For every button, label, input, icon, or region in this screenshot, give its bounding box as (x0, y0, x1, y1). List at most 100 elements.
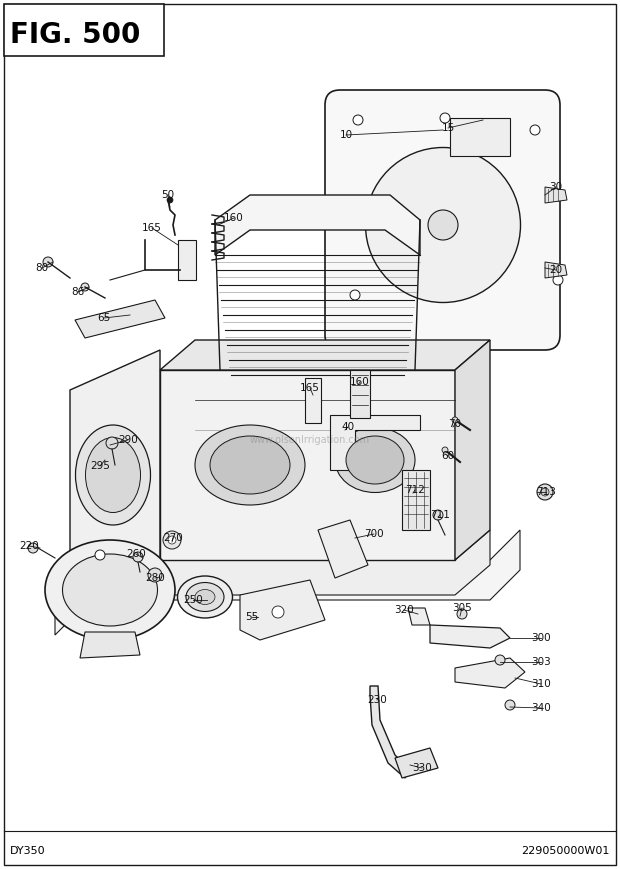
Ellipse shape (86, 437, 141, 513)
Circle shape (452, 417, 458, 423)
Polygon shape (70, 350, 160, 590)
Ellipse shape (45, 540, 175, 640)
Circle shape (43, 257, 53, 267)
Circle shape (505, 700, 515, 710)
Polygon shape (455, 340, 490, 560)
Circle shape (537, 484, 553, 500)
Ellipse shape (63, 554, 157, 626)
Text: 310: 310 (531, 679, 551, 689)
Text: 330: 330 (412, 763, 432, 773)
Text: 712: 712 (405, 485, 425, 495)
Ellipse shape (346, 436, 404, 484)
Ellipse shape (195, 589, 215, 605)
Text: 320: 320 (394, 605, 414, 615)
Text: 303: 303 (531, 657, 551, 667)
Text: DY350: DY350 (10, 846, 46, 856)
Text: 230: 230 (367, 695, 387, 705)
Circle shape (553, 275, 563, 285)
Text: FIG. 500: FIG. 500 (10, 21, 140, 49)
Ellipse shape (76, 425, 151, 525)
Circle shape (350, 290, 360, 300)
Text: 86: 86 (71, 287, 84, 297)
Bar (450, 118, 510, 156)
Text: 305: 305 (452, 603, 472, 613)
Circle shape (495, 655, 505, 665)
Circle shape (163, 531, 181, 549)
Circle shape (81, 283, 89, 291)
Text: 20: 20 (549, 265, 562, 275)
Polygon shape (80, 632, 140, 658)
Bar (178, 240, 196, 280)
Polygon shape (545, 262, 567, 278)
Text: 295: 295 (90, 461, 110, 471)
Circle shape (457, 609, 467, 619)
Circle shape (28, 543, 38, 553)
Polygon shape (160, 340, 490, 370)
Polygon shape (395, 748, 438, 778)
Bar (305, 378, 321, 423)
Text: 250: 250 (183, 595, 203, 605)
Ellipse shape (210, 436, 290, 494)
Text: 300: 300 (531, 633, 551, 643)
Polygon shape (55, 530, 520, 635)
Text: 340: 340 (531, 703, 551, 713)
Text: 713: 713 (536, 487, 556, 497)
Polygon shape (408, 608, 430, 625)
Circle shape (530, 125, 540, 135)
Ellipse shape (335, 428, 415, 493)
Text: 165: 165 (300, 383, 320, 393)
Bar (402, 470, 430, 530)
Text: 55: 55 (246, 612, 259, 622)
Polygon shape (75, 300, 165, 338)
Circle shape (353, 115, 363, 125)
Polygon shape (90, 530, 490, 595)
Text: 220: 220 (19, 541, 39, 551)
Circle shape (428, 210, 458, 240)
Bar (4, 4, 164, 56)
Text: 270: 270 (163, 533, 183, 543)
Circle shape (148, 568, 162, 582)
Text: 50: 50 (161, 190, 175, 200)
Text: 229050000W01: 229050000W01 (521, 846, 610, 856)
Ellipse shape (195, 425, 305, 505)
Text: 160: 160 (350, 377, 370, 387)
Polygon shape (455, 658, 525, 688)
Text: www.olsonIrrigation.com: www.olsonIrrigation.com (250, 435, 370, 445)
Polygon shape (215, 195, 420, 255)
Ellipse shape (186, 582, 224, 612)
Polygon shape (318, 520, 368, 578)
FancyBboxPatch shape (325, 90, 560, 350)
Text: 280: 280 (145, 573, 165, 583)
Circle shape (442, 447, 448, 453)
Polygon shape (160, 370, 455, 560)
Circle shape (167, 197, 173, 203)
Text: 290: 290 (118, 435, 138, 445)
Circle shape (272, 606, 284, 618)
Circle shape (440, 113, 450, 123)
Polygon shape (330, 415, 420, 470)
Text: 40: 40 (342, 422, 355, 432)
Text: 65: 65 (97, 313, 110, 323)
Text: 15: 15 (441, 123, 454, 133)
Circle shape (106, 437, 118, 449)
Text: 30: 30 (549, 182, 562, 192)
Polygon shape (240, 580, 325, 640)
Ellipse shape (366, 148, 521, 302)
Text: 711: 711 (430, 510, 450, 520)
Circle shape (168, 536, 176, 544)
Text: 10: 10 (339, 130, 353, 140)
Text: 70: 70 (448, 419, 461, 429)
Bar (350, 370, 370, 418)
Text: 260: 260 (126, 549, 146, 559)
Text: 160: 160 (224, 213, 244, 223)
Polygon shape (430, 625, 510, 648)
Ellipse shape (177, 576, 232, 618)
Circle shape (433, 510, 443, 520)
Circle shape (133, 552, 143, 562)
Circle shape (95, 550, 105, 560)
Polygon shape (370, 686, 410, 778)
Text: 60: 60 (441, 451, 454, 461)
Text: 80: 80 (35, 263, 48, 273)
Polygon shape (545, 187, 567, 203)
Circle shape (541, 488, 549, 496)
